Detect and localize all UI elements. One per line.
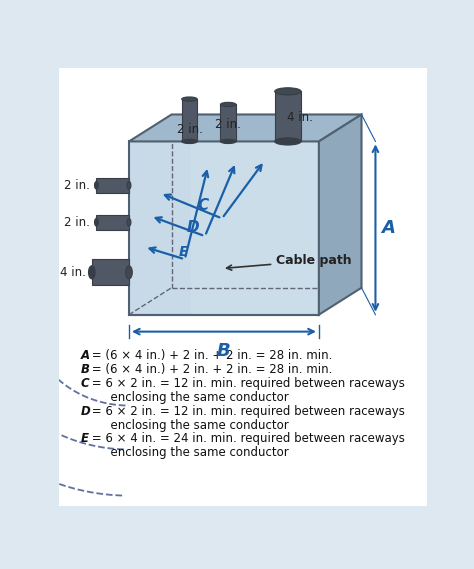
Text: B: B [217,343,231,360]
Bar [96,215,129,230]
Ellipse shape [126,266,132,279]
Text: 2 in.: 2 in. [215,118,241,131]
Ellipse shape [182,139,197,143]
Text: A: A [81,349,90,362]
Ellipse shape [94,218,99,226]
Ellipse shape [182,97,197,101]
Text: B: B [81,363,90,376]
Text: Cable path: Cable path [227,254,352,270]
Text: enclosing the same conductor: enclosing the same conductor [88,419,289,432]
Text: D: D [186,220,199,235]
Text: E: E [81,432,89,446]
Bar [275,92,301,142]
Text: = 6 × 4 in. = 24 in. min. required between raceways: = 6 × 4 in. = 24 in. min. required betwe… [88,432,405,446]
Text: A: A [382,219,395,237]
Text: C: C [81,377,90,390]
Bar [92,259,129,286]
Ellipse shape [220,139,236,143]
Text: enclosing the same conductor: enclosing the same conductor [88,391,289,404]
Text: = 6 × 2 in. = 12 in. min. required between raceways: = 6 × 2 in. = 12 in. min. required betwe… [88,377,405,390]
Text: 4 in.: 4 in. [287,111,312,123]
Bar [182,99,197,142]
Ellipse shape [275,138,301,145]
Text: = (6 × 4 in.) + 2 in. + 2 in. = 28 in. min.: = (6 × 4 in.) + 2 in. + 2 in. = 28 in. m… [88,363,332,376]
Bar [96,178,129,193]
Bar [220,105,236,142]
Polygon shape [129,142,319,315]
Ellipse shape [220,102,236,106]
Text: = (6 × 4 in.) + 2 in. + 2 in. = 28 in. min.: = (6 × 4 in.) + 2 in. + 2 in. = 28 in. m… [88,349,332,362]
Ellipse shape [127,182,131,189]
Ellipse shape [89,266,95,279]
Polygon shape [319,114,362,315]
Text: D: D [81,405,91,418]
Text: 2 in.: 2 in. [176,123,202,136]
Text: C: C [197,198,208,213]
FancyBboxPatch shape [56,65,430,509]
Text: 2 in.: 2 in. [64,179,90,192]
Text: enclosing the same conductor: enclosing the same conductor [88,446,289,459]
Text: E: E [179,245,188,258]
Text: 4 in.: 4 in. [60,266,86,279]
Ellipse shape [127,218,131,226]
Polygon shape [129,114,362,142]
Ellipse shape [94,182,99,189]
Text: = 6 × 2 in. = 12 in. min. required between raceways: = 6 × 2 in. = 12 in. min. required betwe… [88,405,405,418]
Ellipse shape [275,88,301,95]
Text: 2 in.: 2 in. [64,216,90,229]
Polygon shape [191,142,319,315]
